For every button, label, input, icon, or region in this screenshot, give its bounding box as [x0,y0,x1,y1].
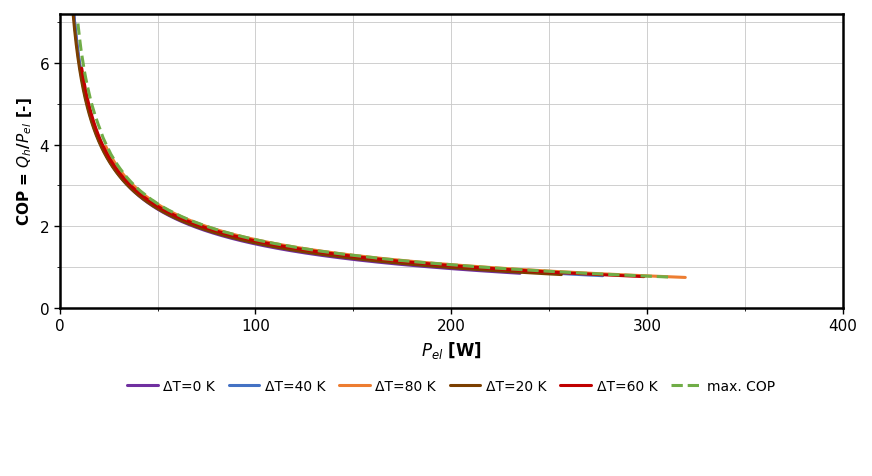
ΔT=80 K [228,232,238,238]
Y-axis label: COP = $Q_h$/$P_{el}$ [-]: COP = $Q_h$/$P_{el}$ [-] [15,97,34,226]
X-axis label: $P_{el}$ [W]: $P_{el}$ [W] [421,339,481,360]
Line: ΔT=20 K: ΔT=20 K [73,15,562,275]
ΔT=60 K [223,232,234,238]
ΔT=0 K [514,271,525,277]
ΔT=20 K [528,270,539,276]
max. COP [521,268,531,273]
ΔT=0 K [340,256,351,262]
ΔT=20 K [556,272,567,278]
ΔT=20 K [528,271,539,277]
Line: ΔT=80 K: ΔT=80 K [106,147,685,278]
Line: ΔT=0 K: ΔT=0 K [74,15,520,274]
Legend: ΔT=0 K, ΔT=40 K, ΔT=80 K, ΔT=20 K, ΔT=60 K, max. COP: ΔT=0 K, ΔT=40 K, ΔT=80 K, ΔT=20 K, ΔT=60… [121,374,780,399]
ΔT=80 K [470,264,480,270]
ΔT=0 K [488,269,499,275]
Line: ΔT=60 K: ΔT=60 K [82,69,644,277]
ΔT=40 K [405,261,415,267]
ΔT=40 K [190,223,201,228]
ΔT=80 K [243,236,254,241]
ΔT=0 K [488,269,499,275]
max. COP [426,261,437,267]
max. COP [479,265,489,270]
ΔT=60 K [638,274,649,280]
ΔT=0 K [152,207,162,212]
ΔT=60 K [609,273,619,278]
ΔT=0 K [163,213,174,218]
ΔT=40 K [203,228,214,233]
ΔT=80 K [680,275,691,281]
ΔT=20 K [372,258,383,264]
ΔT=20 K [171,216,181,222]
max. COP [432,261,442,267]
ΔT=20 K [183,221,194,227]
ΔT=80 K [649,274,659,279]
ΔT=40 K [569,272,579,278]
ΔT=40 K [569,272,579,278]
Line: ΔT=40 K: ΔT=40 K [74,15,603,276]
ΔT=80 K [649,274,659,279]
Line: max. COP: max. COP [78,24,671,278]
ΔT=60 K [438,263,448,268]
ΔT=60 K [208,228,219,234]
ΔT=40 K [597,273,608,279]
ΔT=60 K [609,273,619,278]
